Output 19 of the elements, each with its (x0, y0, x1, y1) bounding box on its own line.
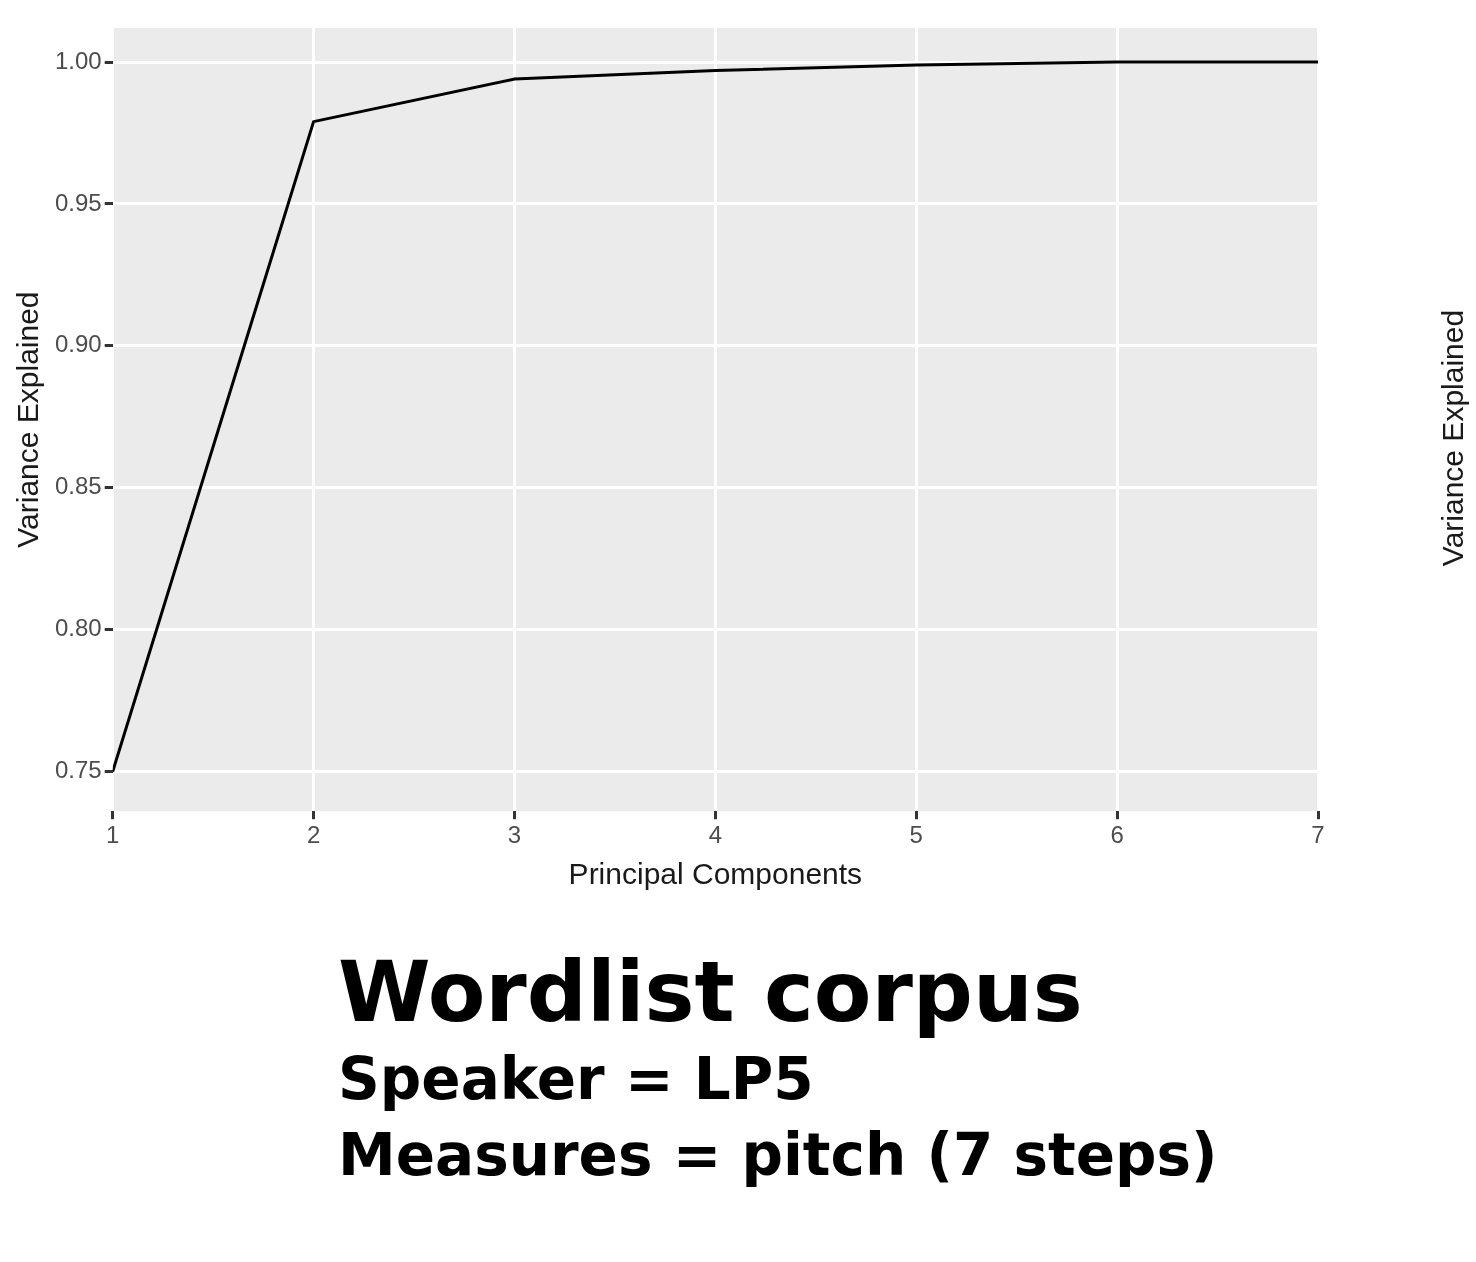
text: Speaker = LP5 (338, 1045, 815, 1113)
y-tick-label: 0.90 (54, 330, 102, 358)
x-tick-label: 6 (1110, 821, 1124, 849)
y-tick-label: 1.00 (54, 46, 102, 74)
x-tick-label: 4 (708, 821, 723, 849)
y-tick-label: 0.75 (54, 756, 102, 784)
y-tick-label: 0.80 (54, 614, 102, 642)
x-tick-label: 7 (1311, 821, 1325, 849)
x-tick-label: 1 (106, 821, 120, 849)
text: Wordlist corpus (338, 943, 1084, 1041)
y-axis-title: Variance Explained (11, 291, 45, 548)
x-tick-label: 3 (507, 821, 522, 849)
x-tick-label: 5 (909, 821, 923, 849)
y-tick-label: 0.85 (54, 472, 102, 500)
text: Measures = pitch (7 steps) (338, 1121, 1218, 1189)
y-tick-label: 0.95 (54, 188, 102, 216)
x-axis-title: Principal Components (568, 857, 863, 891)
x-tick-label: 2 (306, 821, 321, 849)
text: Variance Explained (1436, 309, 1470, 567)
